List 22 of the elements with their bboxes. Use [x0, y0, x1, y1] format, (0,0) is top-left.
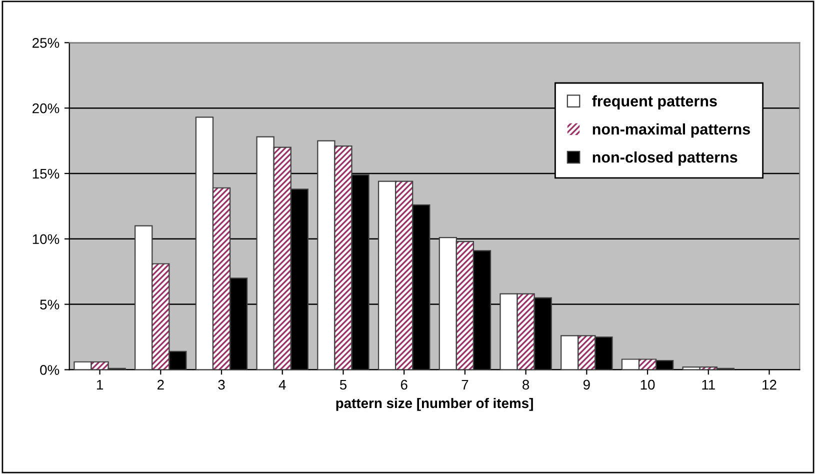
x-tick-label: 12	[762, 380, 776, 390]
y-tick-label: 0%	[40, 365, 60, 375]
x-tick-label: 6	[400, 380, 408, 390]
x-tick-label: 3	[218, 380, 225, 390]
x-tick-label: 11	[702, 380, 715, 390]
legend-label: non-maximal patterns	[592, 123, 750, 138]
x-tick-label: 10	[640, 380, 655, 390]
x-tick-label: 1	[96, 380, 103, 390]
y-tick-label: 5%	[40, 300, 60, 310]
y-tick-label: 25%	[32, 38, 60, 48]
x-tick-label: 4	[278, 380, 286, 390]
x-tick-label: 8	[522, 380, 530, 390]
x-axis-title: pattern size [number of items]	[336, 398, 533, 411]
y-tick-label: 20%	[32, 103, 60, 114]
y-tick-label: 15%	[32, 168, 60, 179]
x-tick-label: 5	[340, 380, 347, 390]
x-tick-label: 2	[157, 380, 164, 390]
x-tick-label: 9	[583, 380, 590, 390]
x-tick-label: 7	[462, 380, 468, 390]
legend-label: frequent patterns	[592, 95, 717, 110]
y-tick-label: 10%	[32, 234, 60, 244]
legend-label: non-closed patterns	[592, 151, 738, 166]
